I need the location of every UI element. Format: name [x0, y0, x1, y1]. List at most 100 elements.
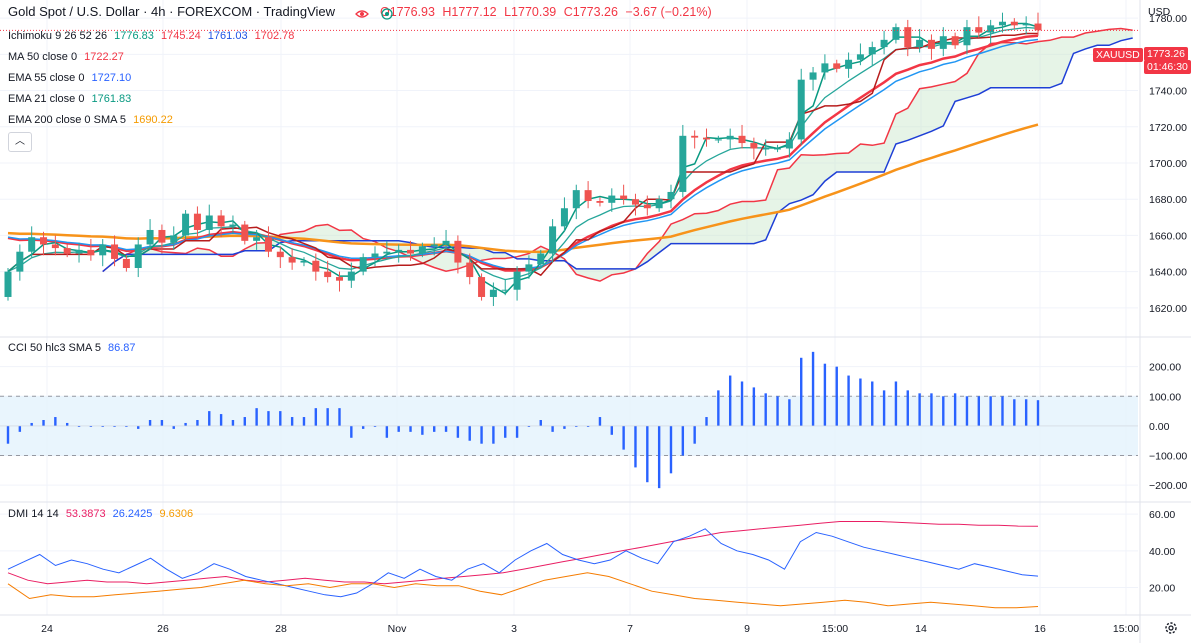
candle-body — [87, 249, 95, 256]
candle-body — [703, 137, 711, 140]
cci-bar — [764, 393, 767, 426]
cci-bar — [942, 396, 945, 426]
cci-bar — [800, 357, 803, 426]
candle-body — [880, 39, 888, 48]
cci-bar — [551, 425, 554, 432]
cci-bar — [752, 387, 756, 426]
candle-body — [489, 289, 497, 297]
x-tick-label: 7 — [627, 623, 633, 635]
candle-body — [122, 258, 130, 268]
cci-bar — [776, 396, 779, 426]
cci-bar — [385, 425, 389, 438]
candle-body — [253, 237, 261, 241]
candle-body — [430, 244, 438, 247]
cci-bar — [30, 422, 33, 426]
ichimoku-v2: 1745.24 — [160, 30, 201, 42]
cci-bar — [527, 425, 531, 427]
candle-body — [276, 251, 284, 258]
ema21-value: 1761.83 — [91, 93, 132, 105]
legend-ma50[interactable]: MA 50 close 0 1722.27 — [8, 50, 128, 64]
cci-bar — [338, 408, 341, 426]
candle-body — [904, 27, 912, 48]
ema55-value: 1727.10 — [91, 72, 132, 84]
candle-body — [182, 213, 190, 236]
cci-bar — [302, 417, 306, 426]
gear-icon[interactable] — [1163, 620, 1179, 636]
cci-bar — [314, 408, 318, 426]
cloud-fill — [102, 28, 1133, 282]
candle-body — [229, 224, 237, 227]
candle-body — [146, 229, 154, 245]
cci-bar — [243, 417, 246, 426]
cci-bar — [65, 422, 69, 426]
candle-body — [608, 195, 616, 203]
candle-body — [998, 21, 1006, 26]
x-tick-label: 15:00 — [1113, 623, 1139, 635]
legend-cci[interactable]: CCI 50 hlc3 SMA 5 86.87 — [8, 341, 140, 355]
eye-icon[interactable] — [355, 7, 369, 21]
cci-bar — [444, 425, 448, 432]
y-tick-label: 20.00 — [1149, 583, 1175, 595]
cci-bar — [1036, 400, 1040, 426]
legend-dmi[interactable]: DMI 14 14 53.3873 26.2425 9.6306 — [8, 507, 197, 521]
candle-body — [288, 257, 296, 263]
cci-bar — [326, 408, 329, 426]
candle-body — [383, 251, 391, 254]
candle-body — [667, 191, 675, 200]
y-tick-label: 1780.00 — [1149, 13, 1187, 25]
cci-bar — [657, 425, 661, 489]
cci-bar — [1013, 399, 1016, 426]
candle-body — [714, 139, 722, 141]
dmi-v2: 26.2425 — [112, 508, 153, 520]
dmi-v1: 53.3873 — [65, 508, 106, 520]
cci-bar — [184, 422, 187, 426]
candle-body — [987, 25, 995, 33]
candle-body — [513, 271, 521, 290]
cci-bar — [563, 425, 566, 429]
ema21-line — [7, 26, 1039, 281]
y-tick-label: 1700.00 — [1149, 158, 1187, 170]
candle-body — [525, 264, 533, 272]
legend-ema21[interactable]: EMA 21 close 0 1761.83 — [8, 92, 135, 106]
cci-bar — [480, 425, 483, 444]
cci-label: CCI 50 hlc3 SMA 5 — [8, 342, 101, 354]
ichimoku-cloud — [102, 28, 1133, 282]
y-tick-label: −200.00 — [1149, 480, 1187, 492]
candle-body — [158, 229, 166, 243]
cci-bar — [231, 420, 235, 426]
ma50-label: MA 50 close 0 — [8, 51, 78, 63]
candle-body — [324, 271, 332, 278]
candle-body — [738, 135, 746, 144]
candle-body — [856, 54, 864, 60]
candle-body — [241, 224, 249, 241]
ichimoku-label: Ichimoku 9 26 52 26 — [8, 30, 108, 42]
cci-bar — [989, 396, 992, 426]
candle-body — [549, 226, 557, 254]
candle-body — [797, 79, 805, 140]
ema55-label: EMA 55 close 0 — [8, 72, 85, 84]
legend-ema200[interactable]: EMA 200 close 0 SMA 5 1690.22 — [8, 113, 177, 127]
candle-body — [927, 39, 935, 49]
cci-bar — [208, 411, 211, 426]
candle-body — [371, 253, 379, 258]
cci-bar — [717, 390, 720, 426]
candle-body — [1010, 21, 1018, 26]
candle-body — [395, 249, 403, 252]
cci-bar — [125, 425, 128, 427]
y-tick-label: 1740.00 — [1149, 86, 1187, 98]
ohlc-open: O1776.93 — [380, 5, 435, 19]
x-tick-label: 3 — [511, 623, 517, 635]
cci-bar — [172, 425, 175, 429]
cci-bar — [823, 363, 827, 426]
cci-bar — [918, 393, 921, 426]
collapse-legend-button[interactable]: ︿ — [8, 132, 32, 152]
currency-label[interactable]: USD — [1148, 6, 1171, 18]
legend-ema55[interactable]: EMA 55 close 0 1727.10 — [8, 71, 135, 85]
candle-body — [963, 27, 971, 46]
dmi-series-line — [7, 528, 1039, 598]
cci-bar — [622, 425, 625, 450]
cci-bar — [515, 425, 519, 438]
legend-ichimoku[interactable]: Ichimoku 9 26 52 26 1776.83 1745.24 1761… — [8, 29, 298, 43]
